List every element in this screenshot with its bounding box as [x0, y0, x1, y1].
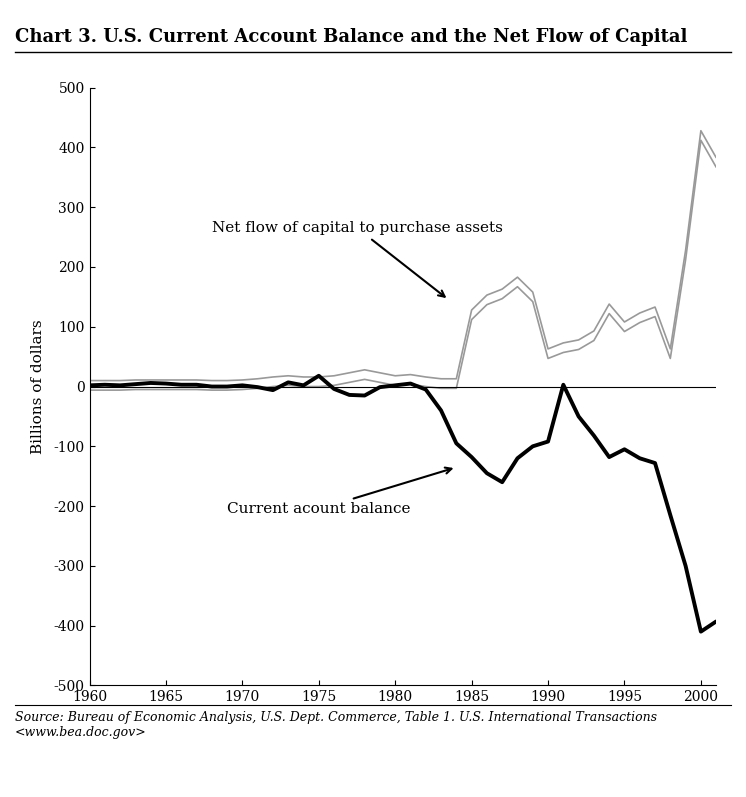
Text: Chart 3. U.S. Current Account Balance and the Net Flow of Capital: Chart 3. U.S. Current Account Balance an… — [15, 28, 687, 46]
Text: Source: Bureau of Economic Analysis, U.S. Dept. Commerce, Table 1. U.S. Internat: Source: Bureau of Economic Analysis, U.S… — [15, 711, 657, 739]
Y-axis label: Billions of dollars: Billions of dollars — [31, 320, 46, 453]
Text: Net flow of capital to purchase assets: Net flow of capital to purchase assets — [212, 221, 503, 296]
Text: Current acount balance: Current acount balance — [227, 468, 451, 516]
